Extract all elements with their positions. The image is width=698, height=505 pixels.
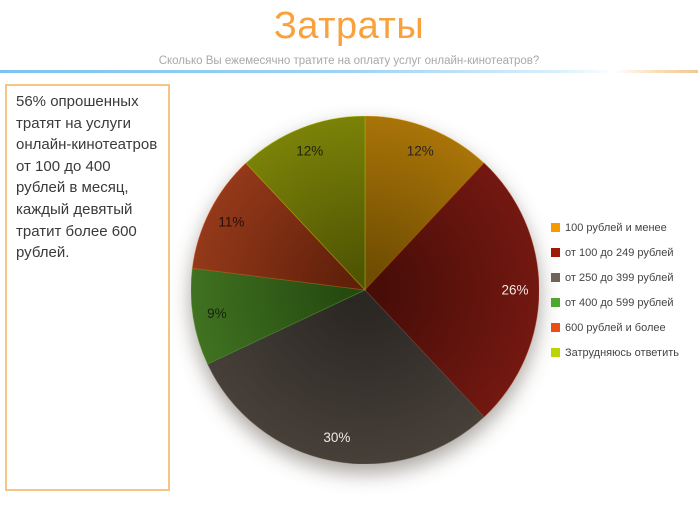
legend-swatch (551, 323, 560, 332)
pie-slice (364, 162, 539, 418)
pie-chart: 12% 26% 30% 9% 11% 12% (191, 116, 539, 464)
legend-swatch (551, 348, 560, 357)
legend-swatch (551, 273, 560, 282)
pie-slice-label: 9% (207, 306, 227, 321)
legend-label: от 100 до 249 рублей (565, 246, 674, 259)
pie-slice-label: 12% (296, 143, 323, 158)
legend-swatch (551, 248, 560, 257)
legend-swatch (551, 223, 560, 232)
header-divider-line (0, 70, 698, 73)
survey-question: Сколько Вы ежемесячно тратите на оплату … (158, 55, 540, 67)
pie-slice-label: 11% (218, 215, 244, 230)
legend-label: Затрудняюсь ответить (565, 346, 680, 359)
legend-item: 100 рублей и менее (551, 215, 679, 240)
pie-slice (191, 162, 367, 291)
pie-slice-label: 26% (501, 283, 528, 298)
commentary-box: 56% опрошенных тратят на услуги онлайн-к… (5, 84, 170, 491)
pie-slice-label: 30% (323, 430, 350, 445)
legend-item: от 250 до 399 рублей (551, 265, 679, 290)
legend-item: от 400 до 599 рублей (551, 290, 679, 315)
legend-label: от 400 до 599 рублей (565, 296, 674, 309)
chart-legend: 100 рублей и менее от 100 до 249 рублей от… (551, 215, 679, 365)
legend-label: от 250 до 399 рублей (565, 271, 674, 284)
pie-slice (207, 289, 485, 464)
legend-item: Затрудняюсь ответить (551, 340, 679, 365)
pie-slice (191, 267, 367, 365)
slide-title: Затраты (273, 5, 425, 47)
pie-slice (245, 116, 366, 292)
legend-label: 600 рублей и более (565, 321, 666, 334)
legend-label: 100 рублей и менее (565, 221, 667, 234)
legend-item: 600 рублей и более (551, 315, 679, 340)
legend-swatch (551, 298, 560, 307)
pie-slice (364, 116, 485, 292)
commentary-text: 56% опрошенных тратят на услуги онлайн-к… (16, 93, 158, 262)
legend-item: от 100 до 249 рублей (551, 240, 679, 265)
pie-slice-label: 12% (407, 143, 434, 158)
